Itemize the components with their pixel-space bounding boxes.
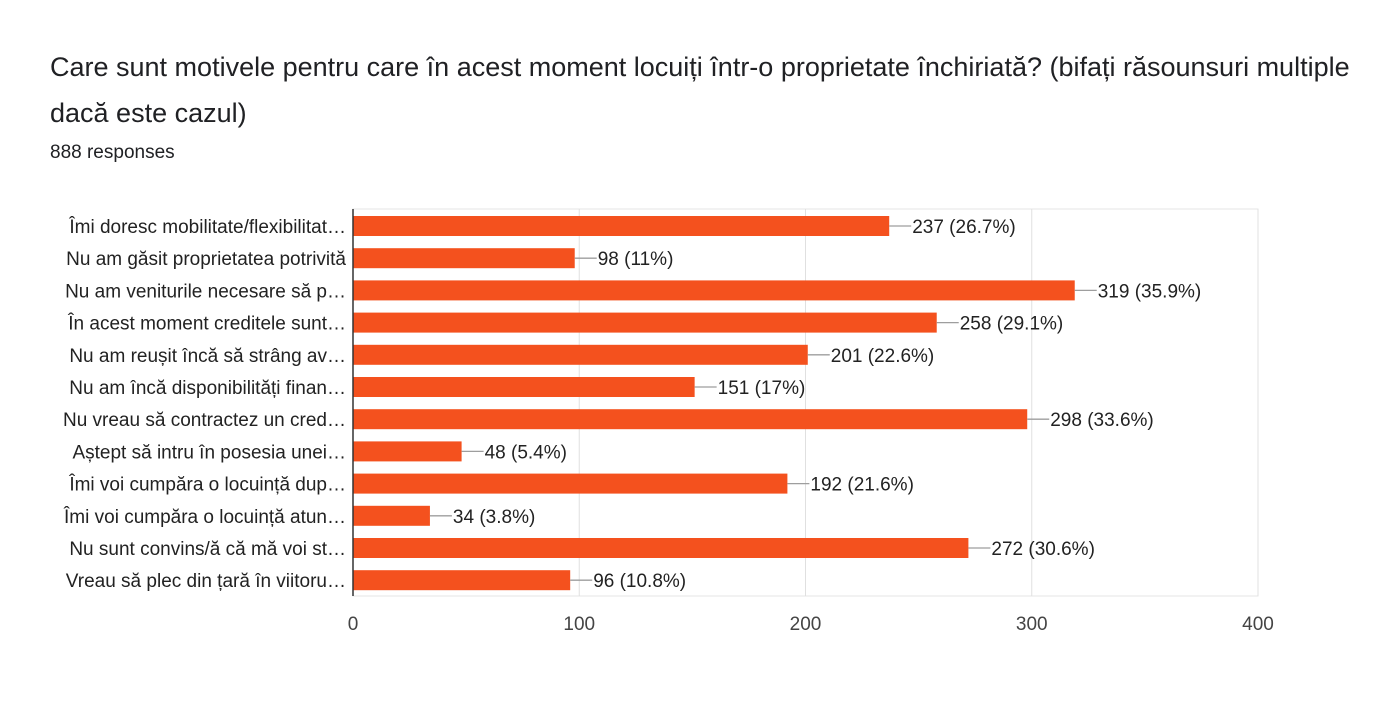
- x-tick-label: 0: [348, 614, 359, 635]
- category-label: Nu vreau să contractez un cred…: [63, 410, 346, 431]
- data-label: 319 (35.9%): [1098, 281, 1202, 302]
- data-label: 192 (21.6%): [810, 475, 914, 496]
- category-label: Nu am încă disponibilități finan…: [69, 378, 346, 399]
- bar: [353, 538, 969, 558]
- bar: [353, 473, 788, 494]
- bar: [353, 344, 808, 365]
- data-label: 34 (3.8%): [453, 507, 535, 528]
- category-label: Nu sunt convins/ă că mă voi st…: [69, 539, 346, 560]
- category-label: Aștept să intru în posesia unei…: [72, 442, 346, 463]
- x-tick-label: 100: [563, 614, 595, 635]
- category-label: Îmi doresc mobilitate/flexibilitat…: [68, 216, 346, 238]
- x-tick-label: 200: [790, 614, 822, 635]
- x-tick-label: 300: [1016, 614, 1048, 635]
- bar: [353, 570, 571, 591]
- response-count: 888 responses: [50, 142, 175, 163]
- data-label: 201 (22.6%): [831, 346, 935, 367]
- data-label: 237 (26.7%): [912, 217, 1016, 238]
- x-tick-label: 400: [1242, 614, 1274, 635]
- category-label: Îmi voi cumpăra o locuință atun…: [63, 506, 346, 528]
- data-label: 258 (29.1%): [960, 314, 1064, 335]
- category-label: Nu am găsit proprietatea potrivită: [66, 249, 346, 270]
- bar: [353, 280, 1075, 301]
- data-label: 272 (30.6%): [991, 539, 1095, 560]
- bar: [353, 216, 890, 236]
- category-label: Îmi voi cumpăra o locuință dup…: [68, 474, 346, 496]
- bar: [353, 312, 937, 333]
- category-label: Nu am veniturile necesare să p…: [65, 281, 346, 302]
- data-label: 151 (17%): [718, 378, 806, 399]
- data-label: 48 (5.4%): [485, 442, 567, 463]
- data-label: 298 (33.6%): [1050, 410, 1154, 431]
- category-label: Vreau să plec din țară în viitoru…: [66, 571, 346, 592]
- category-label: Nu am reușit încă să strâng av…: [69, 346, 346, 367]
- bar: [353, 248, 575, 269]
- bar: [353, 377, 695, 397]
- bar: [353, 441, 462, 462]
- data-label: 98 (11%): [598, 249, 674, 270]
- data-label: 96 (10.8%): [593, 571, 686, 592]
- bar: [353, 409, 1028, 430]
- category-label: În acest moment creditele sunt…: [67, 313, 346, 335]
- chart-title: Care sunt motivele pentru care în acest …: [50, 52, 1350, 128]
- bar: [353, 505, 430, 526]
